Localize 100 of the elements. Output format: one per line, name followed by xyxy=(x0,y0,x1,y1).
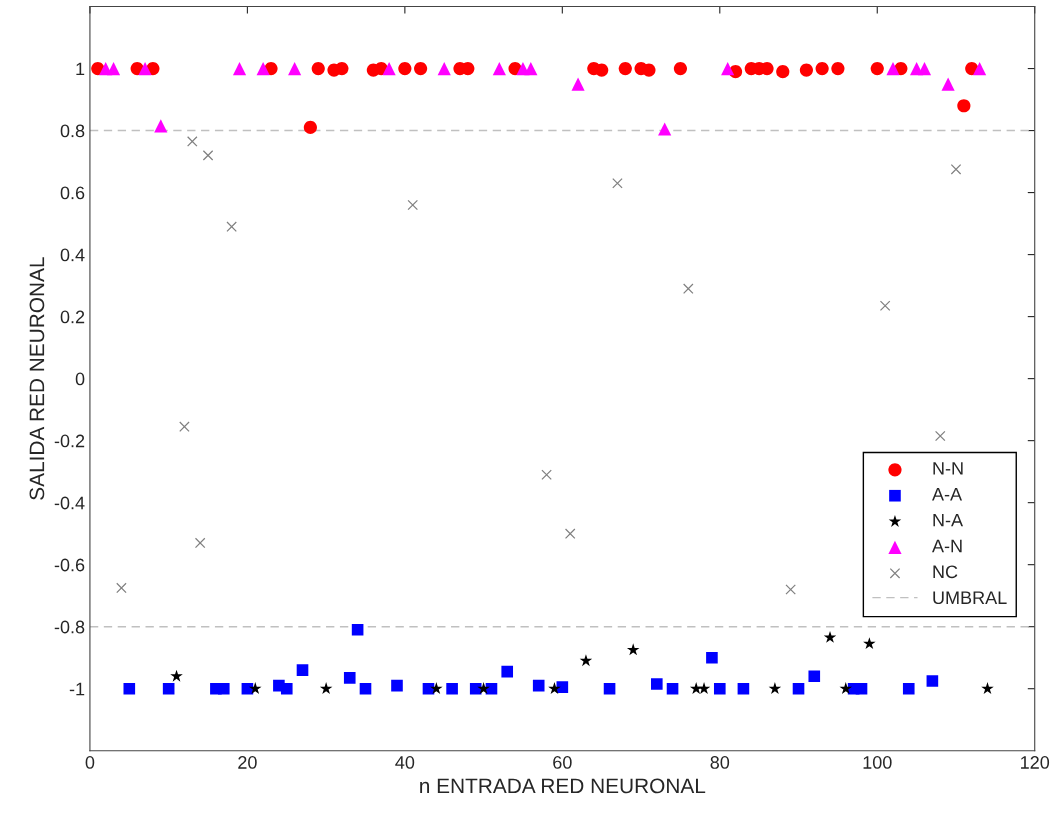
point xyxy=(437,61,451,76)
point xyxy=(981,682,994,695)
x-axis-title: n ENTRADA RED NEURONAL xyxy=(420,778,706,794)
point xyxy=(335,61,349,76)
point xyxy=(902,682,915,695)
point xyxy=(485,682,498,695)
point xyxy=(934,430,946,442)
point xyxy=(815,61,829,76)
point xyxy=(595,63,609,77)
point xyxy=(422,682,435,695)
point xyxy=(855,682,868,695)
point xyxy=(863,637,876,650)
point xyxy=(768,682,782,695)
point xyxy=(319,682,333,695)
point xyxy=(492,61,506,76)
x-tick-label: 40 xyxy=(395,756,415,769)
point xyxy=(808,670,821,683)
point xyxy=(280,682,293,695)
point xyxy=(666,682,679,695)
point xyxy=(469,682,482,695)
point xyxy=(571,77,585,91)
y-tick-label: 0.8 xyxy=(60,124,85,138)
point xyxy=(776,65,790,79)
point xyxy=(879,300,891,312)
point xyxy=(256,61,270,76)
point xyxy=(391,679,403,692)
point xyxy=(541,469,552,481)
point xyxy=(116,582,127,594)
point xyxy=(477,682,490,695)
point xyxy=(194,537,206,549)
point xyxy=(831,61,845,76)
point xyxy=(950,164,962,175)
point xyxy=(603,682,616,695)
x-tick-label: 0 xyxy=(85,756,95,769)
legend-label: A-N xyxy=(932,539,962,553)
y-tick-label: 0.4 xyxy=(60,248,85,262)
point xyxy=(461,61,475,76)
point xyxy=(414,61,428,76)
point xyxy=(154,119,168,133)
point xyxy=(673,61,688,76)
point xyxy=(311,61,325,76)
y-tick-label: 0 xyxy=(75,372,85,386)
point xyxy=(123,682,136,695)
point xyxy=(548,682,561,695)
point xyxy=(162,682,175,695)
point xyxy=(446,682,458,695)
point xyxy=(941,77,955,91)
point xyxy=(359,682,372,695)
point xyxy=(232,61,247,76)
point xyxy=(917,61,932,76)
point xyxy=(651,678,663,690)
y-tick-label: 0.6 xyxy=(60,186,85,200)
point xyxy=(564,528,576,539)
point xyxy=(737,682,750,695)
y-tick-label: -0.2 xyxy=(54,434,85,448)
x-tick-label: 80 xyxy=(710,756,730,769)
point xyxy=(138,61,152,76)
point xyxy=(612,177,623,189)
point xyxy=(343,672,356,684)
point xyxy=(556,681,569,693)
point xyxy=(792,682,805,695)
y-axis-title: SALIDA RED NEURONAL xyxy=(29,257,45,500)
point xyxy=(430,682,443,695)
x-tick-label: 100 xyxy=(863,756,892,769)
y-tick-label: -1 xyxy=(69,682,85,696)
point xyxy=(697,682,711,695)
legend-label: NC xyxy=(933,565,958,579)
point xyxy=(303,120,317,135)
point xyxy=(642,63,656,77)
point xyxy=(973,61,987,76)
point xyxy=(618,61,632,76)
point xyxy=(689,682,703,695)
point xyxy=(579,654,593,667)
point xyxy=(170,669,183,682)
point xyxy=(186,136,198,147)
point xyxy=(532,679,545,692)
point xyxy=(870,61,884,76)
point xyxy=(926,675,939,687)
point xyxy=(957,99,971,113)
point xyxy=(626,643,640,656)
point xyxy=(202,150,214,161)
point xyxy=(226,221,237,232)
y-tick-label: 1 xyxy=(76,62,85,76)
y-tick-label: -0.6 xyxy=(54,558,85,572)
x-tick-label: 60 xyxy=(553,756,572,769)
y-tick-label: 0.2 xyxy=(60,310,85,324)
legend-label: N-A xyxy=(933,513,964,527)
point xyxy=(296,664,309,676)
y-tick-label: -0.8 xyxy=(54,620,85,634)
point xyxy=(398,61,412,76)
point xyxy=(524,61,538,76)
point xyxy=(241,682,254,695)
legend-label: A-A xyxy=(932,488,963,501)
point xyxy=(683,283,694,294)
x-tick-label: 120 xyxy=(1021,756,1050,769)
point xyxy=(799,63,813,77)
point xyxy=(217,682,230,695)
point xyxy=(839,682,853,695)
point xyxy=(706,651,718,664)
point xyxy=(288,61,302,76)
